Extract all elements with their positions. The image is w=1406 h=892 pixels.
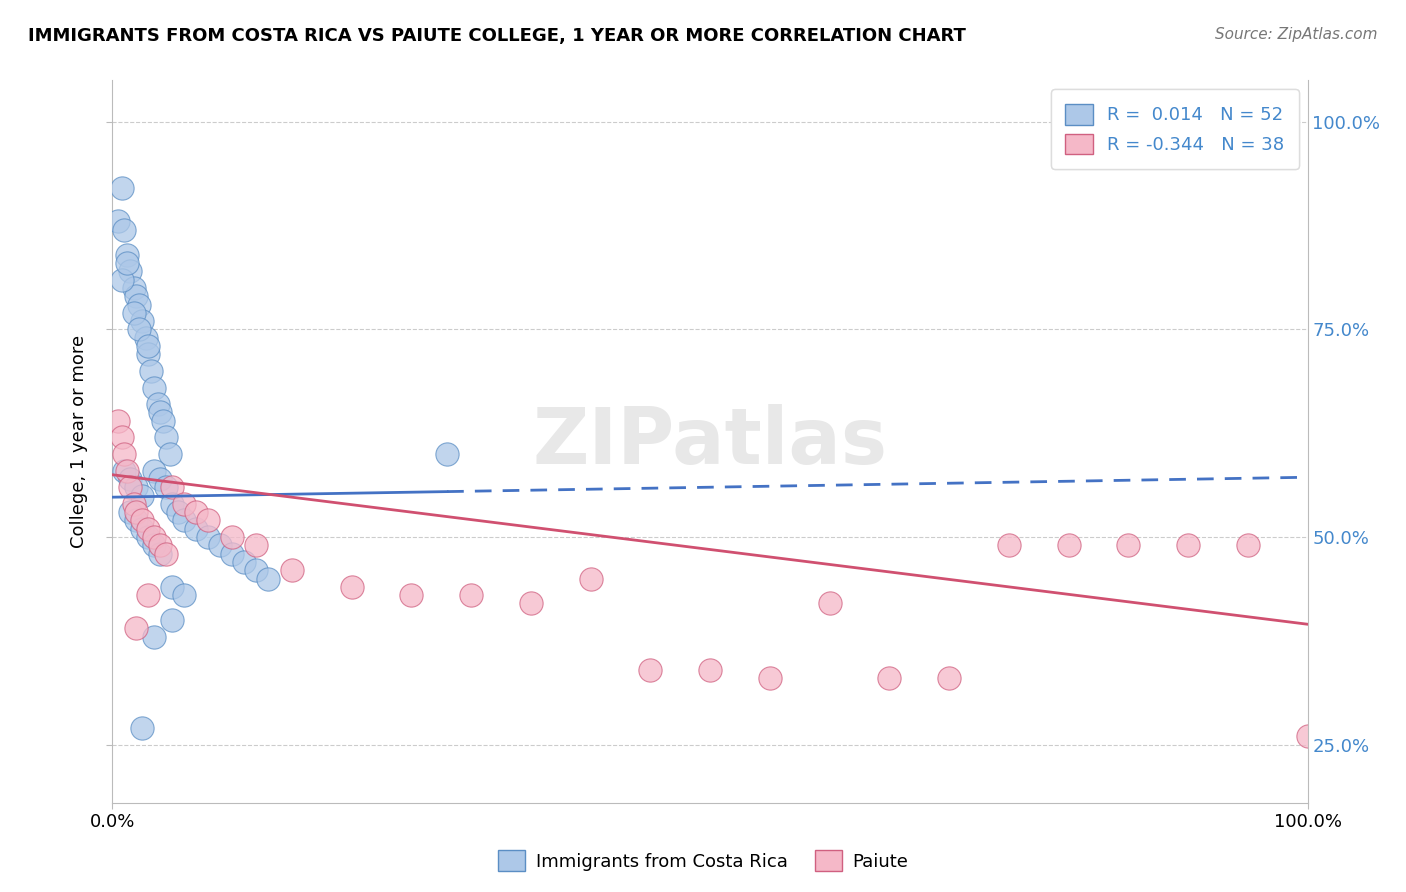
Point: [173, 588, 195, 602]
Point: [120, 264, 142, 278]
Point: [1296, 730, 1319, 744]
Point: [162, 613, 183, 627]
Point: [640, 663, 662, 677]
Point: [138, 339, 160, 353]
Point: [152, 414, 174, 428]
Text: IMMIGRANTS FROM COSTA RICA VS PAIUTE COLLEGE, 1 YEAR OR MORE CORRELATION CHART: IMMIGRANTS FROM COSTA RICA VS PAIUTE COL…: [28, 27, 966, 45]
Point: [938, 671, 960, 685]
Point: [122, 306, 145, 320]
Point: [520, 597, 543, 611]
Point: [125, 513, 148, 527]
Point: [759, 671, 782, 685]
Legend: Immigrants from Costa Rica, Paiute: Immigrants from Costa Rica, Paiute: [491, 843, 915, 879]
Point: [107, 414, 129, 428]
Point: [128, 322, 150, 336]
Point: [879, 671, 901, 685]
Point: [1118, 538, 1140, 552]
Point: [579, 572, 602, 586]
Point: [460, 588, 482, 602]
Point: [998, 538, 1021, 552]
Point: [221, 547, 243, 561]
Point: [281, 563, 304, 577]
Point: [111, 181, 134, 195]
Point: [233, 555, 256, 569]
Point: [155, 480, 177, 494]
Point: [245, 563, 267, 577]
Point: [197, 513, 219, 527]
Point: [436, 447, 458, 461]
Point: [138, 588, 160, 602]
Point: [146, 397, 169, 411]
Point: [122, 281, 145, 295]
Point: [162, 480, 183, 494]
Point: [128, 297, 150, 311]
Point: [111, 272, 134, 286]
Point: [1177, 538, 1199, 552]
Text: Source: ZipAtlas.com: Source: ZipAtlas.com: [1215, 27, 1378, 42]
Point: [167, 505, 190, 519]
Point: [149, 405, 172, 419]
Point: [122, 497, 145, 511]
Point: [1237, 538, 1260, 552]
Point: [120, 480, 142, 494]
Point: [818, 597, 841, 611]
Point: [131, 513, 153, 527]
Point: [114, 223, 135, 237]
Point: [149, 472, 172, 486]
Point: [209, 538, 232, 552]
Point: [340, 580, 363, 594]
Point: [135, 331, 157, 345]
Point: [125, 289, 148, 303]
Point: [143, 380, 166, 394]
Point: [149, 538, 172, 552]
Point: [115, 256, 138, 270]
Point: [125, 480, 148, 494]
Point: [138, 522, 160, 536]
Point: [155, 430, 177, 444]
Point: [131, 721, 153, 735]
Point: [699, 663, 721, 677]
Point: [115, 464, 138, 478]
Point: [131, 489, 153, 503]
Point: [1057, 538, 1080, 552]
Point: [159, 447, 181, 461]
Point: [197, 530, 219, 544]
Point: [139, 364, 162, 378]
Point: [257, 572, 280, 586]
Point: [143, 464, 166, 478]
Point: [120, 505, 142, 519]
Point: [162, 497, 183, 511]
Point: [111, 430, 134, 444]
Point: [143, 530, 166, 544]
Point: [115, 248, 138, 262]
Point: [186, 522, 208, 536]
Point: [125, 505, 148, 519]
Point: [114, 464, 135, 478]
Point: [162, 580, 183, 594]
Point: [131, 314, 153, 328]
Legend: R =  0.014   N = 52, R = -0.344   N = 38: R = 0.014 N = 52, R = -0.344 N = 38: [1052, 89, 1299, 169]
Point: [107, 214, 129, 228]
Point: [143, 538, 166, 552]
Point: [138, 530, 160, 544]
Point: [149, 547, 172, 561]
Point: [173, 497, 195, 511]
Point: [186, 505, 208, 519]
Point: [401, 588, 423, 602]
Text: ZIPatlas: ZIPatlas: [533, 403, 887, 480]
Point: [221, 530, 243, 544]
Point: [173, 513, 195, 527]
Point: [155, 547, 177, 561]
Point: [245, 538, 267, 552]
Point: [114, 447, 135, 461]
Point: [143, 630, 166, 644]
Point: [131, 522, 153, 536]
Point: [138, 347, 160, 361]
Y-axis label: College, 1 year or more: College, 1 year or more: [70, 335, 89, 548]
Point: [120, 472, 142, 486]
Point: [125, 621, 148, 635]
